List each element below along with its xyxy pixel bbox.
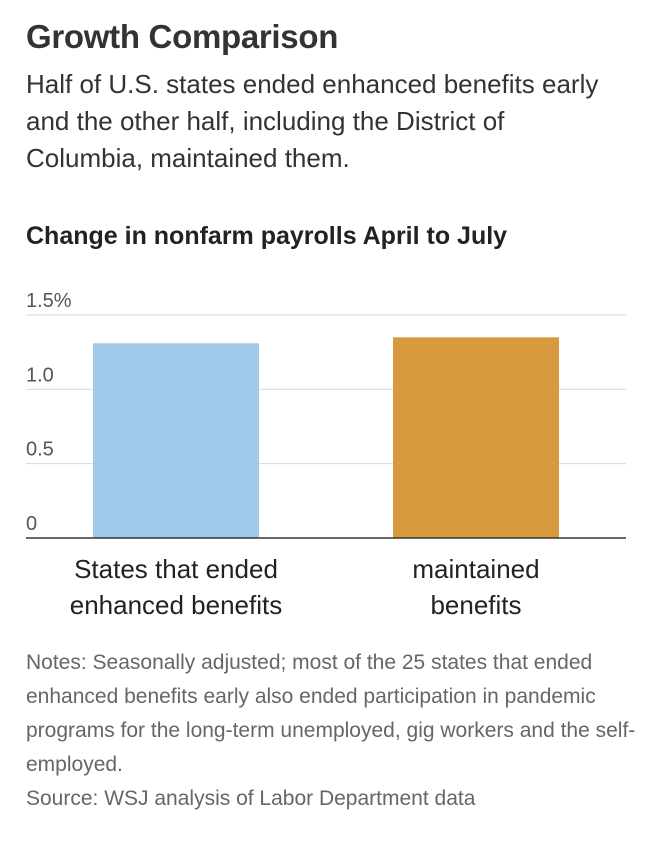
bar-1 (393, 337, 559, 538)
chart-title: Change in nonfarm payrolls April to July (26, 222, 508, 250)
category-label-0: States that ended enhanced benefits (70, 554, 283, 620)
chart-notes: Notes: Seasonally adjusted; most of the … (26, 646, 636, 816)
category-label-line: benefits (430, 590, 521, 620)
y-tick-label: 0 (26, 513, 37, 535)
bar-chart: 1.5% 1.0 0.5 0 States that ended enhanced be… (26, 290, 626, 620)
category-label-1: maintained benefits (412, 554, 539, 620)
page-title: Growth Comparison (26, 18, 339, 55)
category-label-line: States that ended (74, 554, 278, 584)
notes-text: Notes: Seasonally adjusted; most of the … (26, 651, 636, 776)
bar-0 (93, 343, 259, 538)
category-label-line: maintained (412, 554, 539, 584)
page-subtitle: Half of U.S. states ended enhanced benef… (26, 69, 599, 173)
y-tick-label: 0.5 (26, 439, 54, 461)
y-tick-label: 1.0 (26, 364, 54, 386)
y-tick-label: 1.5% (26, 290, 72, 312)
category-label-line: enhanced benefits (70, 590, 283, 620)
source-text: Source: WSJ analysis of Labor Department… (26, 787, 476, 810)
y-axis-ticks: 1.5% 1.0 0.5 0 (26, 290, 72, 535)
bars (93, 337, 559, 538)
x-axis-categories: States that ended enhanced benefits mainta… (70, 554, 540, 620)
